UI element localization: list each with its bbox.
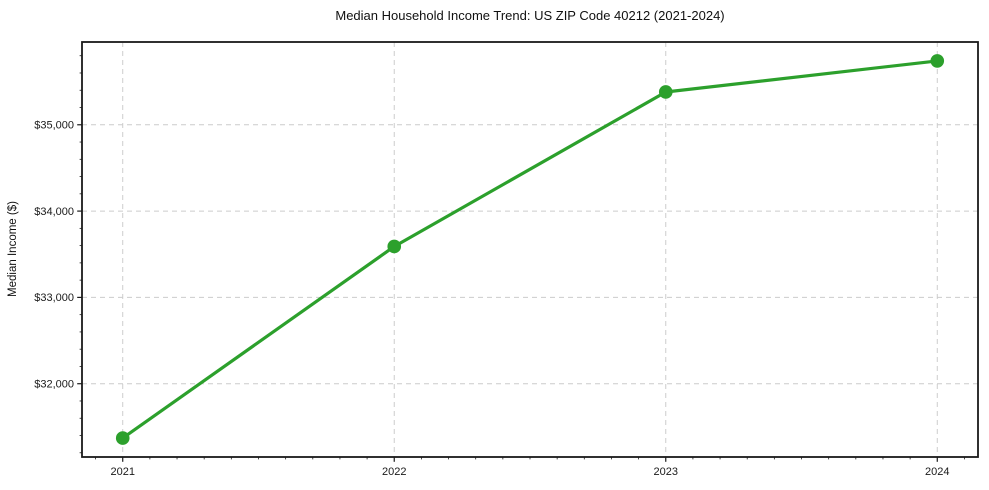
- y-tick-label: $32,000: [34, 379, 74, 391]
- data-point: [387, 239, 402, 254]
- y-tick-label: $33,000: [34, 292, 74, 304]
- y-tick-label: $34,000: [34, 206, 74, 218]
- x-tick-label: 2024: [925, 466, 949, 478]
- x-tick-label: 2023: [654, 466, 678, 478]
- trend-line: [121, 59, 939, 440]
- plot-border: [81, 41, 979, 458]
- data-point: [930, 54, 945, 68]
- data-point: [658, 85, 673, 99]
- x-tick-label: 2021: [110, 466, 134, 478]
- y-axis-label: Median Income ($): [7, 201, 19, 297]
- chart-title: Median Household Income Trend: US ZIP Co…: [335, 8, 725, 23]
- y-tick-label: $35,000: [34, 120, 74, 132]
- data-point: [115, 431, 130, 445]
- x-tick-label: 2022: [382, 466, 406, 478]
